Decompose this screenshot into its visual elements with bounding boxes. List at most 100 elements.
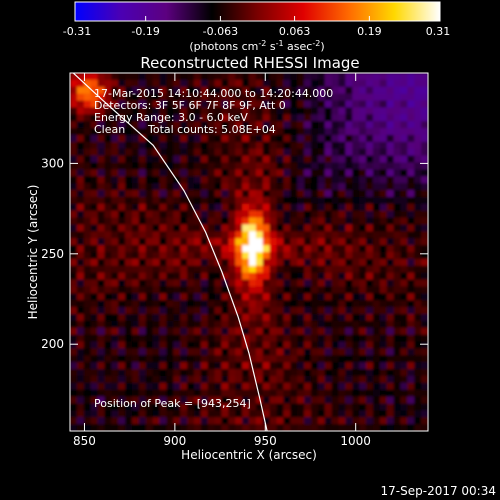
- heatmap-cell: [290, 141, 298, 150]
- heatmap-cell: [104, 300, 112, 308]
- heatmap-cell: [331, 389, 340, 398]
- heatmap-cell: [214, 424, 223, 431]
- heatmap-cell: [235, 341, 243, 349]
- heatmap-cell: [290, 252, 298, 260]
- heatmap-cell: [83, 286, 92, 294]
- heatmap-cell: [249, 424, 257, 431]
- heatmap-cell: [283, 355, 291, 363]
- colorbar-tick-label-4: 0.19: [357, 25, 382, 38]
- heatmap-cell: [90, 245, 99, 253]
- heatmap-cell: [372, 279, 381, 288]
- heatmap-cell: [400, 141, 408, 150]
- heatmap-cell: [324, 320, 333, 329]
- heatmap-cell: [338, 252, 346, 260]
- heatmap-cell: [249, 286, 257, 294]
- heatmap-cell: [159, 258, 167, 267]
- heatmap-cell: [104, 224, 112, 232]
- heatmap-cell: [104, 128, 112, 136]
- heatmap-cell: [317, 272, 326, 281]
- heatmap-cell: [118, 252, 126, 260]
- heatmap-cell: [283, 258, 291, 267]
- heatmap-cell: [352, 389, 360, 398]
- heatmap-cell: [310, 341, 319, 349]
- heatmap-cell: [331, 279, 340, 288]
- heatmap-cell: [262, 320, 271, 329]
- heatmap-cell: [173, 327, 181, 336]
- colorbar: -0.31 -0.19 -0.063 0.063 0.19 0.31 (photons c…: [63, 1, 450, 53]
- heatmap-cell: [118, 238, 126, 246]
- heatmap-cell: [111, 190, 119, 198]
- heatmap-cell: [276, 417, 285, 425]
- heatmap-cell: [338, 114, 346, 122]
- heatmap-cell: [166, 73, 174, 81]
- heatmap-cell: [145, 369, 154, 377]
- heatmap-cell: [97, 245, 106, 253]
- heatmap-cell: [414, 375, 422, 384]
- heatmap-cell: [221, 362, 229, 370]
- heatmap-cell: [125, 224, 133, 232]
- heatmap-cell: [152, 362, 161, 370]
- heatmap-cell: [131, 417, 140, 425]
- heatmap-cell: [152, 293, 161, 301]
- heatmap-cell: [400, 169, 408, 177]
- heatmap-cell: [111, 217, 119, 226]
- heatmap-cell: [187, 327, 195, 336]
- heatmap-cell: [145, 183, 154, 191]
- heatmap-cell: [173, 286, 181, 294]
- heatmap-cell: [187, 410, 195, 418]
- heatmap-cell: [166, 396, 174, 405]
- heatmap-cell: [180, 162, 188, 170]
- heatmap-cell: [90, 231, 99, 239]
- heatmap-cell: [290, 362, 298, 370]
- heatmap-cell: [345, 183, 353, 191]
- heatmap-cell: [386, 148, 395, 157]
- heatmap-cell: [310, 162, 319, 170]
- heatmap-cell: [331, 272, 340, 281]
- heatmap-cell: [304, 355, 312, 363]
- heatmap-cell: [304, 272, 312, 281]
- heatmap-cell: [207, 272, 216, 281]
- heatmap-cell: [214, 210, 223, 219]
- heatmap-cell: [187, 121, 195, 129]
- heatmap-cell: [414, 162, 422, 170]
- heatmap-cell: [421, 224, 428, 232]
- heatmap-cell: [379, 252, 388, 260]
- heatmap-cell: [407, 100, 415, 109]
- heatmap-cell: [187, 300, 195, 308]
- heatmap-cell: [200, 293, 209, 301]
- heatmap-cell: [76, 279, 85, 288]
- heatmap-cell: [166, 320, 174, 329]
- heatmap-cell: [90, 258, 99, 267]
- heatmap-cell: [386, 238, 395, 246]
- heatmap-cell: [83, 93, 92, 102]
- heatmap-cell: [249, 355, 257, 363]
- heatmap-cell: [76, 217, 85, 226]
- heatmap-cell: [104, 355, 112, 363]
- heatmap-cell: [414, 148, 422, 157]
- heatmap-cell: [180, 389, 188, 398]
- heatmap-cell: [379, 128, 388, 136]
- heatmap-cell: [379, 169, 388, 177]
- heatmap-cell: [421, 375, 428, 384]
- heatmap-cell: [207, 307, 216, 315]
- heatmap-cell: [338, 231, 346, 239]
- heatmap-cell: [372, 155, 381, 164]
- heatmap-cell: [331, 141, 340, 150]
- heatmap-cell: [310, 100, 319, 109]
- heatmap-cell: [352, 341, 360, 349]
- heatmap-cell: [70, 100, 78, 109]
- heatmap-cell: [262, 334, 271, 343]
- heatmap-cell: [249, 128, 257, 136]
- heatmap-cell: [276, 79, 285, 88]
- heatmap-cell: [276, 217, 285, 226]
- heatmap-cell: [304, 121, 312, 129]
- heatmap-cell: [83, 155, 92, 164]
- heatmap-cell: [331, 320, 340, 329]
- heatmap-cell: [255, 93, 264, 102]
- heatmap-cell: [235, 224, 243, 232]
- heatmap-cell: [97, 196, 106, 205]
- heatmap-cell: [214, 265, 223, 274]
- heatmap-cell: [283, 362, 291, 370]
- heatmap-cell: [214, 196, 223, 205]
- heatmap-cell: [331, 134, 340, 143]
